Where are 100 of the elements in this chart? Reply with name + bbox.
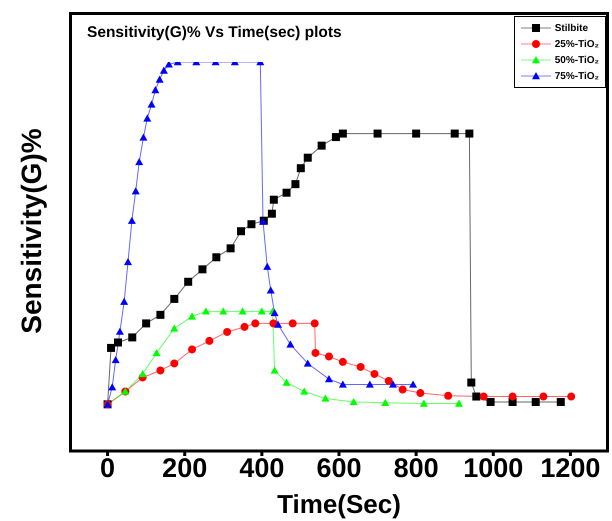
point bbox=[188, 345, 196, 354]
point bbox=[135, 158, 144, 166]
x-axis-title: Time(Sec) bbox=[277, 489, 401, 519]
point bbox=[304, 154, 312, 162]
point bbox=[170, 294, 178, 303]
y-axis-title: Sensitivity(G)% bbox=[16, 128, 48, 334]
point bbox=[539, 392, 548, 401]
point bbox=[508, 392, 517, 401]
point bbox=[152, 348, 161, 356]
point bbox=[128, 216, 136, 224]
point bbox=[143, 114, 152, 122]
point bbox=[420, 400, 428, 407]
point bbox=[188, 312, 196, 320]
point bbox=[148, 100, 156, 108]
point bbox=[366, 380, 374, 388]
point bbox=[465, 130, 474, 138]
point bbox=[240, 322, 248, 331]
x-tick-label: 0 bbox=[100, 453, 116, 484]
point bbox=[467, 378, 476, 387]
point bbox=[444, 392, 452, 400]
point bbox=[223, 328, 232, 336]
point bbox=[398, 386, 407, 394]
point bbox=[226, 244, 235, 252]
point bbox=[412, 130, 420, 138]
point bbox=[132, 187, 140, 194]
point bbox=[268, 210, 276, 218]
point bbox=[324, 375, 333, 382]
point bbox=[142, 319, 150, 328]
point bbox=[198, 265, 206, 274]
point bbox=[282, 188, 291, 197]
point bbox=[212, 253, 220, 262]
point bbox=[300, 387, 308, 395]
point bbox=[251, 319, 260, 328]
point bbox=[318, 142, 326, 150]
point bbox=[454, 400, 463, 407]
point bbox=[389, 380, 397, 388]
point bbox=[151, 86, 160, 94]
point bbox=[322, 394, 330, 402]
point bbox=[296, 164, 305, 172]
point bbox=[156, 310, 164, 319]
point bbox=[381, 398, 390, 406]
point bbox=[263, 262, 272, 270]
point bbox=[139, 133, 148, 141]
point bbox=[116, 328, 124, 335]
point bbox=[282, 378, 291, 386]
legend-label: 75%-TiO₂ bbox=[554, 70, 599, 82]
point bbox=[258, 307, 266, 315]
legend-label: 50%-TiO₂ bbox=[554, 54, 599, 66]
x-tick-label: 1000 bbox=[463, 453, 524, 484]
x-tick-label: 1200 bbox=[540, 453, 600, 484]
point bbox=[286, 340, 294, 348]
point bbox=[238, 307, 247, 315]
point bbox=[532, 398, 540, 406]
point bbox=[416, 389, 424, 398]
point bbox=[170, 359, 178, 368]
point bbox=[338, 380, 347, 388]
x-tick-label: 600 bbox=[316, 453, 362, 484]
point bbox=[120, 298, 128, 305]
point bbox=[219, 307, 228, 315]
point bbox=[160, 66, 168, 74]
x-tick-label: 800 bbox=[394, 453, 439, 484]
point bbox=[202, 307, 210, 315]
point bbox=[338, 358, 347, 366]
point bbox=[164, 62, 173, 68]
point bbox=[374, 130, 382, 138]
point bbox=[486, 398, 495, 406]
point bbox=[107, 344, 116, 352]
legend-label: 25%-TiO₂ bbox=[554, 38, 599, 50]
point bbox=[266, 286, 275, 294]
point bbox=[338, 130, 347, 138]
point bbox=[370, 370, 378, 378]
point bbox=[138, 370, 147, 378]
point bbox=[288, 319, 297, 328]
point bbox=[450, 130, 459, 138]
point bbox=[304, 359, 312, 367]
point bbox=[270, 366, 279, 374]
point bbox=[247, 220, 256, 228]
point bbox=[170, 324, 178, 332]
point bbox=[356, 362, 365, 371]
legend-label: Stilbite bbox=[554, 22, 588, 34]
point bbox=[114, 338, 122, 346]
point bbox=[205, 336, 214, 345]
point bbox=[270, 196, 278, 204]
point bbox=[291, 180, 300, 188]
chart-title: Sensitivity(G)% Vs Time(sec) plots bbox=[87, 24, 342, 42]
point bbox=[184, 278, 192, 286]
point bbox=[156, 366, 164, 374]
point bbox=[108, 383, 116, 390]
point bbox=[409, 380, 418, 388]
point bbox=[472, 392, 480, 401]
point bbox=[311, 348, 320, 357]
point bbox=[156, 76, 164, 83]
point bbox=[332, 133, 340, 142]
point bbox=[310, 319, 319, 328]
point bbox=[112, 356, 120, 364]
point bbox=[384, 376, 393, 385]
x-tick-label: 200 bbox=[162, 453, 208, 484]
point bbox=[324, 352, 333, 360]
point bbox=[274, 320, 282, 328]
point bbox=[128, 333, 136, 342]
